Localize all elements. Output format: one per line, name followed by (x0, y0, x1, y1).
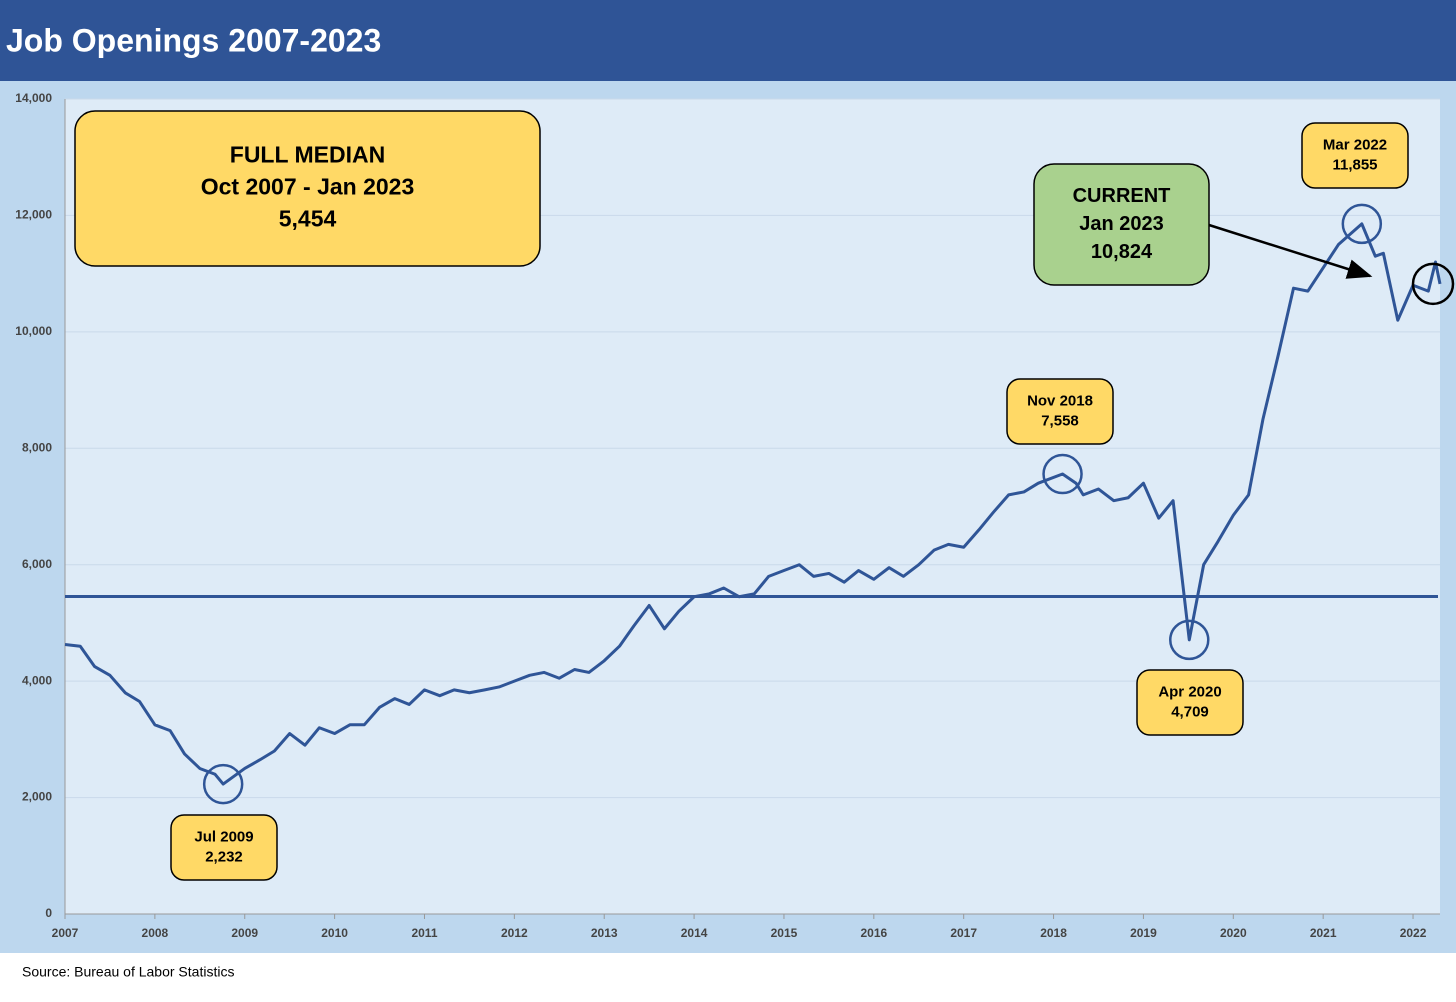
callout-box (1006, 378, 1114, 445)
callout-box-text: Mar 2022 (1323, 136, 1387, 153)
current-box-text: CURRENT (1073, 185, 1171, 207)
y-tick-label: 6,000 (22, 557, 52, 571)
median-box-text: Oct 2007 - Jan 2023 (201, 174, 415, 200)
x-tick-label: 2018 (1040, 926, 1067, 940)
x-tick-label: 2017 (950, 926, 977, 940)
callout-circle (1042, 453, 1083, 495)
median-box-text: 5,454 (279, 206, 337, 232)
x-tick-label: 2012 (501, 926, 528, 940)
x-tick-label: 2016 (860, 926, 887, 940)
x-tick-label: 2008 (142, 926, 169, 940)
current-box (1033, 163, 1210, 286)
y-tick-label: 14,000 (15, 91, 52, 105)
callout-box-text: 4,709 (1171, 703, 1209, 720)
y-tick-label: 0 (45, 906, 52, 920)
x-tick-label: 2009 (231, 926, 258, 940)
x-tick-label: 2019 (1130, 926, 1157, 940)
x-tick-label: 2015 (771, 926, 798, 940)
x-tick-label: 2011 (411, 926, 437, 940)
callout-box-text: 7,558 (1041, 412, 1079, 429)
x-tick-label: 2014 (681, 926, 708, 940)
callout-box-text: Jul 2009 (194, 828, 253, 845)
arrow (1208, 223, 1373, 279)
y-tick-label: 4,000 (22, 673, 52, 687)
x-tick-label: 2022 (1400, 926, 1427, 940)
y-tick-label: 8,000 (22, 440, 52, 454)
current-box-text: 10,824 (1091, 241, 1153, 263)
x-tick-label: 2007 (52, 926, 79, 940)
callout-box (1136, 669, 1244, 736)
callout-box-text: Nov 2018 (1027, 392, 1093, 409)
callout-box-text: 11,855 (1332, 156, 1377, 173)
x-tick-label: 2020 (1220, 926, 1247, 940)
footer (0, 953, 1456, 997)
line-series (64, 222, 1442, 786)
header (0, 0, 1456, 81)
y-tick-label: 10,000 (15, 324, 52, 338)
x-tick-label: 2013 (591, 926, 618, 940)
callout-box (170, 814, 278, 881)
callout-box-text: Apr 2020 (1158, 683, 1221, 700)
x-tick-label: 2021 (1310, 926, 1337, 940)
median-box-text: FULL MEDIAN (230, 142, 385, 168)
current-circle (1411, 262, 1455, 306)
y-tick-label: 2,000 (22, 790, 52, 804)
callout-circle (1169, 619, 1210, 661)
y-tick-label: 12,000 (15, 208, 52, 222)
chart-title: Job Openings 2007-2023 (6, 22, 381, 58)
x-tick-label: 2010 (321, 926, 348, 940)
callout-circle (202, 763, 244, 805)
source: Source: Bureau of Labor Statistics (22, 964, 234, 980)
callout-circle (1341, 203, 1383, 245)
current-box-text: Jan 2023 (1079, 213, 1164, 235)
callout-box-text: 2,232 (205, 848, 243, 865)
callout-box (1301, 122, 1409, 189)
median-box (74, 110, 541, 267)
